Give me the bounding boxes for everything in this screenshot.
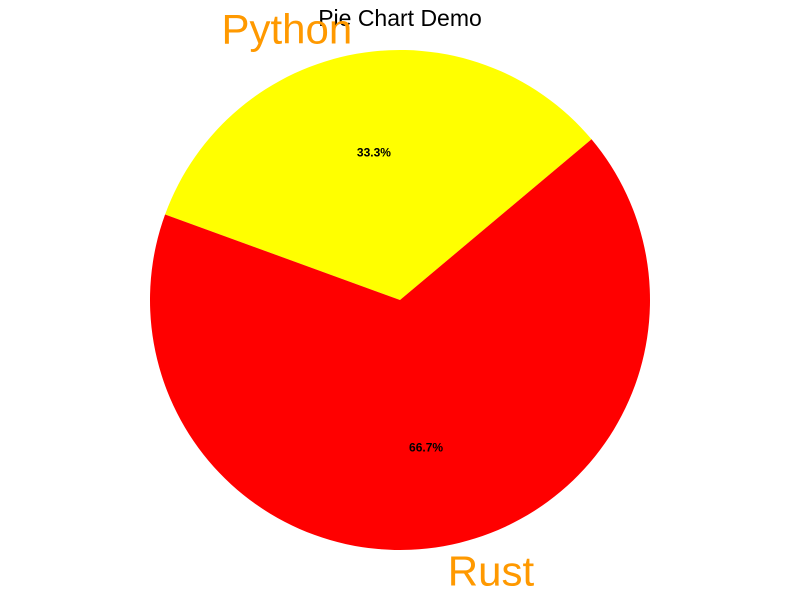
chart-title: Pie Chart Demo [318, 5, 482, 31]
pie-slice-rust [150, 139, 650, 550]
pie-slices [150, 50, 650, 550]
slice-percent-rust: 66.7% [409, 441, 443, 455]
slice-percent-python: 33.3% [357, 145, 391, 159]
pie-labels: Python 33.3% Rust 66.7% [221, 6, 534, 595]
slice-label-python: Python [221, 6, 352, 53]
slice-label-rust: Rust [448, 547, 535, 594]
pie-slice-python [165, 50, 592, 301]
